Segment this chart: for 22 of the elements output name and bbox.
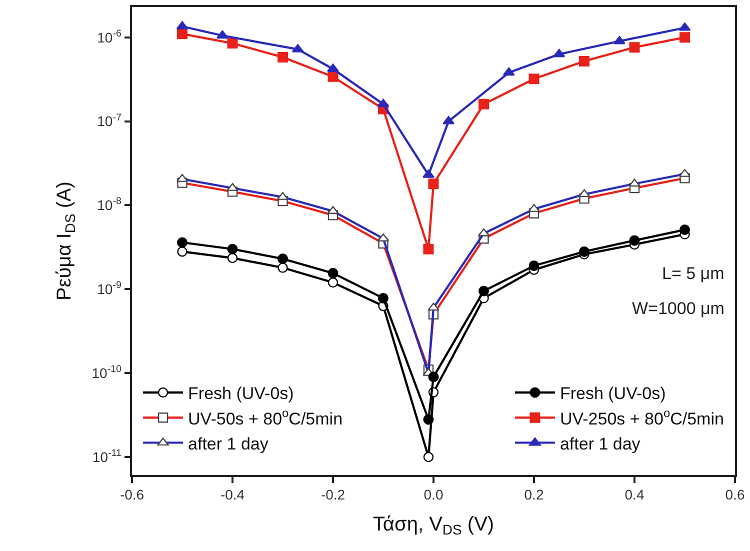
y-tick-label: 10$^{-7}$ <box>97 112 122 130</box>
legend-label: Fresh (UV-0s) <box>560 384 666 404</box>
y-tick-label: 10$^{-10}$ <box>92 364 122 381</box>
x-tick-label: -0.6 <box>120 486 144 503</box>
annotation: L= 5 μm <box>662 264 724 283</box>
x-tick-label: -0.2 <box>320 486 346 503</box>
x-axis-title: Τάση, V$_{DS}$ (V) <box>372 514 494 538</box>
x-tick-label: 0.2 <box>524 486 544 503</box>
legend-label: UV-50s + 80$^{o}$C/5min <box>188 406 343 428</box>
x-tick-label: -0.4 <box>220 486 245 503</box>
x-tick-label: 0.0 <box>424 486 444 503</box>
y-tick-label: 10$^{-6}$ <box>97 28 122 46</box>
annotation: W=1000 μm <box>632 299 724 318</box>
x-tick-label: 0.6 <box>725 486 745 503</box>
y-tick-label: 10$^{-11}$ <box>92 448 122 465</box>
y-tick-label: 10$^{-9}$ <box>97 280 122 298</box>
y-tick-label: 10$^{-8}$ <box>97 196 122 214</box>
legend-label: after 1 day <box>560 434 641 454</box>
legend-label: Fresh (UV-0s) <box>188 384 294 404</box>
legend-label: after 1 day <box>188 434 269 454</box>
legend-label: UV-250s + 80$^{o}$C/5min <box>560 406 724 428</box>
x-tick-label: 0.4 <box>624 486 644 503</box>
